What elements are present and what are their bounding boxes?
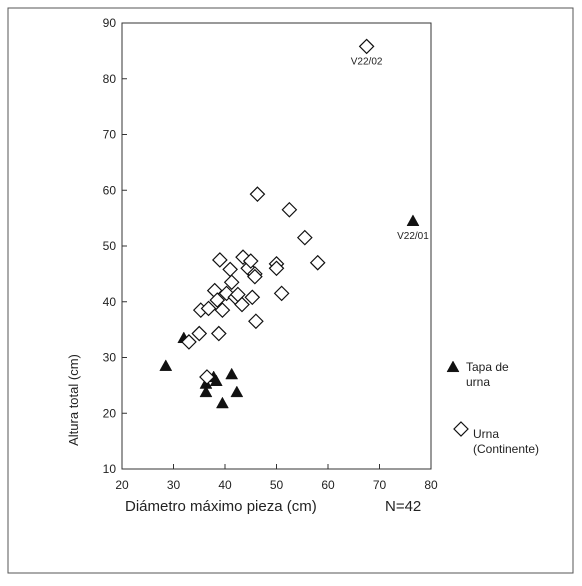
tapa-point [199,385,213,398]
urna-point [247,268,263,285]
urna-point [199,369,215,385]
urna-point [248,313,264,330]
urna-point [249,186,266,203]
urna-point [214,302,231,318]
point-annotation: V22/02 [351,56,383,67]
legend-label-tapa: Tapa de [466,360,509,374]
x-tick-label: 20 [115,478,129,492]
y-tick-label: 20 [103,406,117,420]
legend-diamond-icon [453,421,469,437]
y-tick-label: 70 [103,128,117,142]
urna-point [296,229,313,246]
y-tick-label: 50 [103,239,117,253]
legend-label-urna: Urna [473,427,499,441]
x-tick-label: 40 [218,478,232,492]
urna-point [309,254,326,271]
tapa-point [225,367,239,380]
urna-point [209,292,226,308]
y-tick-label: 30 [103,351,117,365]
urna-point [234,296,250,313]
outer-frame [7,7,574,574]
urna-point [268,260,285,277]
legend-label-tapa-line2: urna [466,375,490,389]
point-annotation: V22/01 [397,231,429,242]
x-tick-label: 80 [424,478,438,492]
y-axis-ticks: 10 20 30 40 50 60 70 80 90 [103,16,127,476]
urna-point [210,325,227,342]
x-tick-label: 60 [321,478,335,492]
x-tick-label: 50 [270,478,284,492]
urna-point [191,325,208,342]
urna-point [200,300,217,317]
x-tick-label: 30 [167,478,181,492]
tapa-point [230,385,244,398]
y-axis-label: Altura total (cm) [66,354,81,446]
urna-point [181,334,197,350]
y-tick-label: 80 [103,72,117,86]
n-label: N=42 [385,498,421,515]
y-tick-label: 90 [103,16,117,30]
urna-point [244,289,261,306]
urna-point [273,285,290,302]
legend-triangle-icon [446,360,460,373]
urna-point [223,274,240,291]
data-points [159,38,420,409]
annotations: V22/02 V22/01 [351,56,429,241]
y-tick-label: 10 [103,462,117,476]
tapa-point [159,359,173,371]
legend-label-urna-line2: (Continente) [473,442,539,456]
urna-point [281,201,298,218]
y-tick-label: 40 [103,295,117,309]
urna-point [242,253,259,269]
tapa-point [406,214,420,226]
y-tick-label: 60 [103,183,117,197]
tapa-point [216,396,229,409]
urna-point [212,252,228,268]
x-axis-label: Diámetro máximo pieza (cm) [125,498,317,515]
x-axis-ticks: 20 30 40 50 60 70 80 [115,464,438,492]
urna-point [358,38,375,55]
tapa-point [209,374,223,386]
x-tick-label: 70 [373,478,387,492]
